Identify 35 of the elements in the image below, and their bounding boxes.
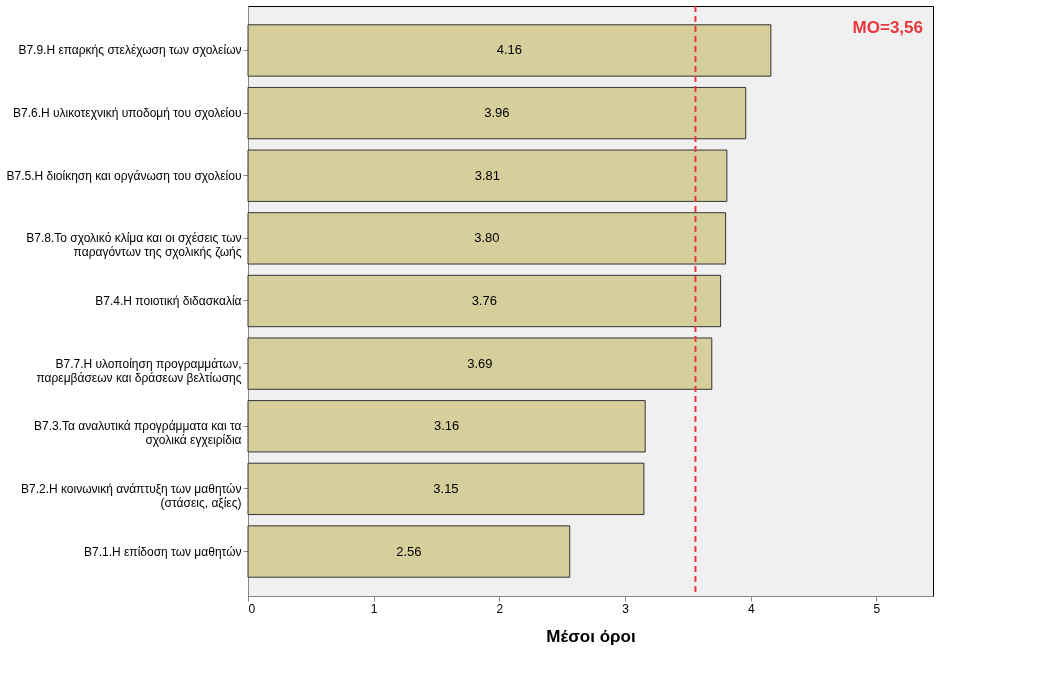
bar xyxy=(247,400,646,453)
y-tick-label: B7.9.Η επαρκής στελέχωση των σχολείων xyxy=(18,43,242,58)
x-axis-title: Μέσοι όροι xyxy=(546,626,636,646)
data-label: 2.56 xyxy=(396,543,422,559)
y-tick-label: B7.6.Η υλικοτεχνική υποδομή του σχολείου xyxy=(12,106,242,121)
y-tick-label: B7.8.Το σχολικό κλίμα και οι σχέσεις των παραγόντων της σχολικής ζωής xyxy=(26,231,242,260)
data-label: 3.16 xyxy=(433,418,460,434)
bar xyxy=(247,462,645,516)
bar xyxy=(247,274,722,328)
x-tick-label: 0 xyxy=(248,601,256,616)
x-tick-label: 5 xyxy=(873,601,881,616)
data-label: 4.16 xyxy=(496,42,523,58)
y-tick-label: B7.4.Η ποιοτική διδασκαλία xyxy=(95,294,242,308)
y-tick-label: B7.2.Η κοινωνική ανάπτυξη των μαθητών (στάσεις, αξίες) xyxy=(20,481,242,510)
x-tick-label: 4 xyxy=(747,601,755,616)
y-tick-label: B7.3.Τα αναλυτικά προγράμματα και τα σχολικά εγχειρίδια xyxy=(34,419,242,448)
bar xyxy=(247,525,571,578)
data-label: 3.15 xyxy=(433,480,459,496)
data-label: 3.80 xyxy=(474,230,500,246)
data-label: 3.76 xyxy=(471,293,497,308)
bar xyxy=(247,337,713,390)
bar xyxy=(247,149,728,202)
bar xyxy=(247,24,772,77)
data-label: 3.81 xyxy=(474,167,501,183)
x-tick-label: 1 xyxy=(370,601,378,616)
data-label: 3.69 xyxy=(467,355,493,371)
y-tick-label: B7.7.Η υλοποίηση προγραμμάτων, παρεμβάσεων και δράσεων βελτίωσης xyxy=(36,356,242,385)
x-tick-label: 2 xyxy=(496,601,504,616)
x-tick-label: 3 xyxy=(622,601,630,616)
y-tick-label: B7.1.Η επίδοση των μαθητών xyxy=(84,544,242,559)
ref-line-label: ΜΟ=3,56 xyxy=(852,18,923,37)
y-tick-label: B7.5.Η διοίκηση και οργάνωση του σχολείου xyxy=(6,168,242,183)
bar xyxy=(247,212,727,265)
data-label: 3.96 xyxy=(484,105,510,121)
bar xyxy=(247,86,747,140)
